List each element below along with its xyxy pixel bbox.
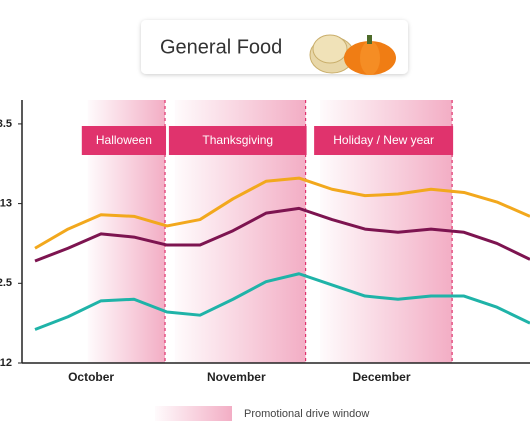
chart-title: General Food: [160, 36, 282, 58]
promo-label-box: [81, 126, 167, 155]
series-line: [34, 206, 530, 263]
legend-label: Promotional drive window: [244, 408, 369, 420]
y-tick-label: 12: [0, 357, 12, 369]
y-tick-label: 12.5: [0, 277, 12, 289]
x-tick-label: October: [68, 370, 114, 384]
series-line: [34, 272, 530, 331]
header-card: General Food: [141, 20, 408, 75]
x-tick-label: November: [207, 370, 266, 384]
y-tick-label: 13: [0, 198, 12, 210]
y-tick-label: 13.5: [0, 118, 12, 130]
promo-label-box: [314, 126, 454, 155]
legend-swatch: [155, 406, 232, 421]
promo-label: Holiday / New year: [333, 133, 434, 147]
legend: Promotional drive window: [155, 406, 369, 421]
food-icon: [309, 34, 396, 75]
x-tick-label: December: [352, 370, 410, 384]
series-line: [34, 176, 530, 250]
plot: Halloween Thanksgiving Holiday / New year 1…: [0, 100, 530, 384]
promo-label: Thanksgiving: [202, 133, 273, 147]
promo-label: Halloween: [96, 133, 152, 147]
promo-label-box: [168, 126, 307, 155]
